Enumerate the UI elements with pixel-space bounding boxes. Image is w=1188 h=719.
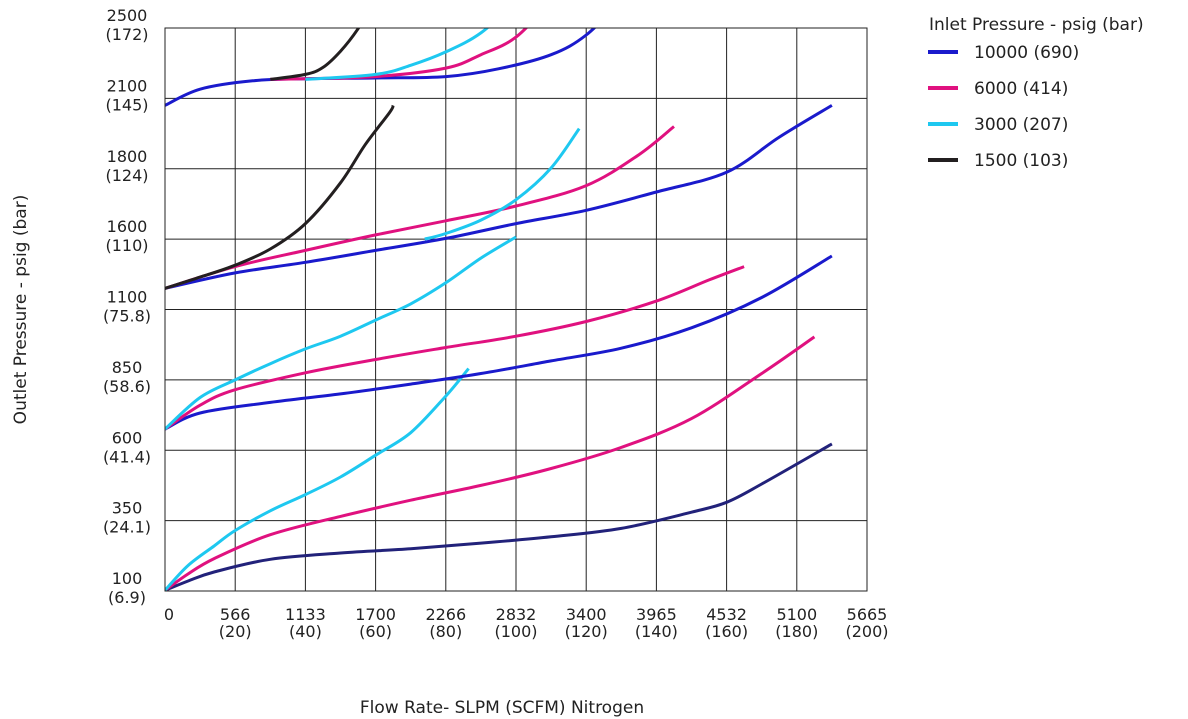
series-line <box>165 265 745 431</box>
x-tick-label: 5100 <box>776 605 817 624</box>
legend-title: Inlet Pressure - psig (bar) <box>929 15 1144 35</box>
legend-label: 6000 (414) <box>974 79 1068 99</box>
legend-label: 1500 (103) <box>974 151 1068 171</box>
y-tick-label: 2100 <box>107 76 148 95</box>
series-line <box>424 127 581 241</box>
grid <box>165 28 867 591</box>
x-tick-sublabel: (80) <box>429 622 462 641</box>
series-line <box>165 367 470 591</box>
y-tick-sublabel: (41.4) <box>103 447 151 466</box>
y-tick-sublabel: (24.1) <box>103 518 151 537</box>
y-tick-sublabel: (172) <box>105 25 148 44</box>
y-tick-sublabel: (124) <box>105 166 148 185</box>
x-tick-label: 3965 <box>636 605 677 624</box>
x-tick-sublabel: (140) <box>635 622 678 641</box>
legend: Inlet Pressure - psig (bar) 10000 (690) 6… <box>928 15 1144 171</box>
series-line <box>165 254 833 431</box>
x-tick-sublabel: (180) <box>775 622 818 641</box>
series-line <box>165 125 675 290</box>
x-axis-title: Flow Rate- SLPM (SCFM) Nitrogen <box>360 698 644 718</box>
x-tick-label: 2266 <box>425 605 466 624</box>
series-line <box>165 235 517 431</box>
y-tick-sublabel: (145) <box>105 95 148 114</box>
x-tick-sublabel: (20) <box>219 622 252 641</box>
legend-label: 10000 (690) <box>974 43 1079 63</box>
y-tick-sublabel: (75.8) <box>103 307 151 326</box>
x-tick-label: 4532 <box>706 605 747 624</box>
y-tick-label: 1800 <box>107 147 148 166</box>
x-tick-label: 0 <box>164 605 174 624</box>
y-tick-labels: 2500(172) 2100(145) 1800(124) 1600(110) 1100… <box>103 6 151 607</box>
x-tick-label: 2832 <box>496 605 537 624</box>
plot-frame <box>164 27 868 592</box>
y-tick-label: 850 <box>112 358 143 377</box>
x-tick-sublabel: (100) <box>494 622 537 641</box>
y-tick-sublabel: (6.9) <box>108 588 146 607</box>
series-line <box>270 28 361 81</box>
series-line <box>165 335 816 591</box>
y-tick-label: 600 <box>112 428 143 447</box>
x-tick-sublabel: (200) <box>845 622 888 641</box>
series-line <box>165 104 833 290</box>
x-tick-label: 1133 <box>285 605 326 624</box>
y-tick-label: 350 <box>112 499 143 518</box>
y-tick-label: 1100 <box>107 288 148 307</box>
series-line <box>165 28 597 107</box>
x-tick-sublabel: (60) <box>359 622 392 641</box>
x-tick-label: 3400 <box>566 605 607 624</box>
series-line <box>165 104 395 290</box>
legend-entries: 10000 (690) 6000 (414) 3000 (207) 1500 (103… <box>928 43 1079 171</box>
x-tick-labels: 0 566(20) 1133(40) 1700(60) 2266(80) 2832(100… <box>164 605 889 641</box>
legend-label: 3000 (207) <box>974 115 1068 135</box>
x-tick-label: 5665 <box>847 605 888 624</box>
x-tick-sublabel: (160) <box>705 622 748 641</box>
series-line <box>165 442 833 591</box>
y-tick-sublabel: (58.6) <box>103 377 151 396</box>
y-axis-title: Outlet Pressure - psig (bar) <box>11 195 31 425</box>
x-tick-sublabel: (120) <box>565 622 608 641</box>
series-line <box>305 28 490 81</box>
series-layer <box>165 28 833 591</box>
x-tick-sublabel: (40) <box>289 622 322 641</box>
x-tick-label: 1700 <box>355 605 396 624</box>
y-tick-label: 1600 <box>107 217 148 236</box>
y-tick-label: 2500 <box>107 6 148 25</box>
x-tick-label: 566 <box>220 605 251 624</box>
y-tick-label: 100 <box>112 569 143 588</box>
y-tick-sublabel: (110) <box>105 236 148 255</box>
